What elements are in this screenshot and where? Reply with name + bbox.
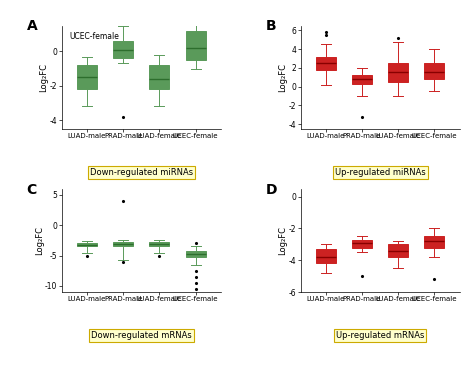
Y-axis label: Log₂FC: Log₂FC xyxy=(278,63,287,92)
PathPatch shape xyxy=(425,63,445,79)
Text: A: A xyxy=(27,19,37,33)
PathPatch shape xyxy=(352,239,372,247)
PathPatch shape xyxy=(77,65,97,89)
PathPatch shape xyxy=(388,63,408,82)
Y-axis label: Log₂FC: Log₂FC xyxy=(39,63,48,92)
PathPatch shape xyxy=(113,242,133,246)
PathPatch shape xyxy=(388,244,408,257)
PathPatch shape xyxy=(352,75,372,84)
Y-axis label: Log₂FC: Log₂FC xyxy=(278,226,287,255)
PathPatch shape xyxy=(316,249,336,264)
Text: Down-regulated mRNAs: Down-regulated mRNAs xyxy=(91,331,191,340)
Y-axis label: Log₂FC: Log₂FC xyxy=(35,226,44,255)
Text: B: B xyxy=(265,19,276,33)
PathPatch shape xyxy=(113,41,133,58)
Text: UCEC-female: UCEC-female xyxy=(70,32,119,41)
Text: D: D xyxy=(265,182,277,196)
Text: Up-regulated mRNAs: Up-regulated mRNAs xyxy=(336,331,424,340)
PathPatch shape xyxy=(149,65,169,89)
PathPatch shape xyxy=(149,242,169,246)
PathPatch shape xyxy=(186,31,206,60)
PathPatch shape xyxy=(316,57,336,70)
Text: Down-regulated miRNAs: Down-regulated miRNAs xyxy=(90,168,193,177)
PathPatch shape xyxy=(77,243,97,246)
Text: C: C xyxy=(27,182,37,196)
Text: Up-regulated miRNAs: Up-regulated miRNAs xyxy=(335,168,426,177)
PathPatch shape xyxy=(186,251,206,257)
PathPatch shape xyxy=(425,237,445,247)
